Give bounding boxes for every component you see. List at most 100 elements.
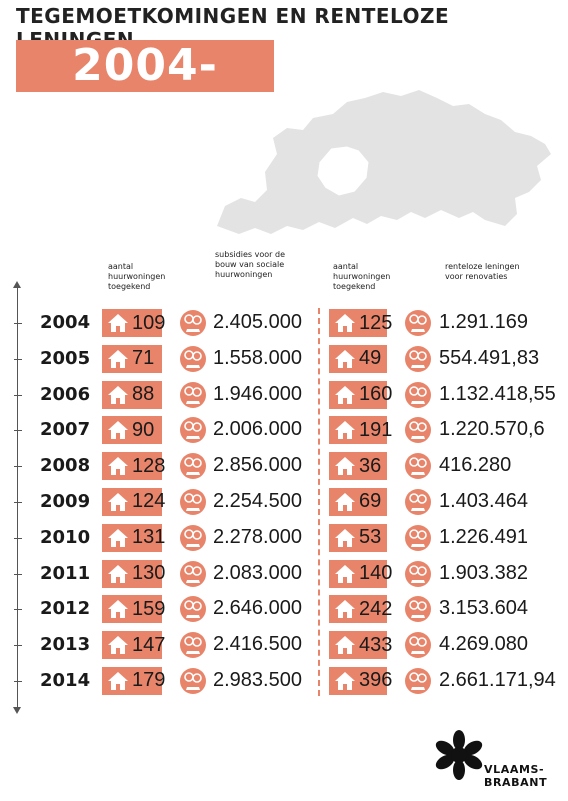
year-label: 2011 bbox=[40, 562, 91, 584]
table-row: 2012 159 2.646.000 242 3.153.604 bbox=[0, 592, 568, 628]
euro-coins-icon bbox=[180, 381, 206, 408]
house-icon bbox=[108, 492, 128, 511]
house-icon bbox=[335, 528, 355, 547]
column-header-loans: renteloze leningen voor renovaties bbox=[445, 262, 520, 281]
timeline-tick bbox=[14, 573, 22, 575]
subsidy-amount: 2.405.000 bbox=[213, 311, 302, 333]
province-map bbox=[217, 90, 551, 234]
house-icon bbox=[335, 492, 355, 511]
loan-amount: 1.220.570,6 bbox=[439, 418, 545, 441]
euro-coins-icon bbox=[405, 524, 431, 551]
euro-coins-icon bbox=[405, 667, 431, 694]
houses-granted-badge: 125 bbox=[329, 309, 392, 337]
loan-amount: 1.132.418,55 bbox=[439, 382, 556, 405]
houses-granted-badge: 90 bbox=[102, 416, 162, 445]
house-icon bbox=[108, 671, 128, 690]
euro-coins-icon bbox=[405, 596, 431, 623]
houses-granted-value: 130 bbox=[132, 562, 166, 585]
timeline-tick bbox=[14, 430, 22, 432]
euro-coins-icon bbox=[180, 524, 206, 551]
houses-granted-badge: 131 bbox=[102, 523, 166, 552]
houses-granted-badge: 128 bbox=[102, 452, 165, 481]
houses-granted-value: 147 bbox=[132, 633, 166, 656]
timeline-tick bbox=[14, 466, 22, 468]
houses-granted-value: 160 bbox=[359, 383, 393, 406]
timeline-tick bbox=[14, 680, 22, 682]
house-icon bbox=[108, 457, 128, 476]
loan-amount: 1.403.464 bbox=[439, 489, 528, 512]
table-row: 2009 124 2.254.500 69 1.403.464 bbox=[0, 485, 568, 521]
loan-amount: 3.153.604 bbox=[439, 597, 528, 620]
year-label: 2008 bbox=[40, 455, 91, 477]
subsidy-amount: 1.946.000 bbox=[213, 382, 302, 405]
house-icon bbox=[335, 314, 355, 332]
euro-coins-icon bbox=[405, 560, 431, 587]
year-label: 2013 bbox=[40, 634, 91, 656]
house-icon bbox=[335, 421, 355, 440]
houses-granted-value: 131 bbox=[132, 526, 166, 549]
subsidy-amount: 2.083.000 bbox=[213, 561, 302, 584]
house-icon bbox=[108, 528, 128, 547]
loan-amount: 416.280 bbox=[439, 454, 512, 477]
timeline-tick bbox=[14, 501, 22, 503]
table-row: 2011 130 2.083.000 140 1.903.382 bbox=[0, 557, 568, 593]
subsidy-amount: 2.278.000 bbox=[213, 525, 302, 548]
houses-granted-value: 140 bbox=[359, 562, 393, 585]
year-label: 2004 bbox=[40, 312, 91, 333]
houses-granted-badge: 71 bbox=[102, 344, 162, 373]
euro-coins-icon bbox=[180, 453, 206, 480]
year-label: 2005 bbox=[40, 347, 91, 369]
table-row: 2010 131 2.278.000 53 1.226.491 bbox=[0, 521, 568, 557]
house-icon bbox=[335, 457, 355, 476]
year-label: 2007 bbox=[40, 419, 91, 441]
houses-granted-value: 36 bbox=[359, 454, 382, 477]
houses-granted-badge: 396 bbox=[329, 666, 392, 695]
euro-coins-icon bbox=[180, 632, 206, 659]
euro-coins-icon bbox=[180, 417, 206, 444]
euro-coins-icon bbox=[405, 310, 431, 336]
houses-granted-badge: 49 bbox=[329, 344, 387, 373]
house-icon bbox=[108, 421, 128, 440]
table-row: 2006 88 1.946.000 160 1.132.418,55 bbox=[0, 378, 568, 414]
subsidy-amount: 2.006.000 bbox=[213, 418, 302, 441]
year-label: 2010 bbox=[40, 526, 91, 548]
column-header-houses-2: aantal huurwoningen toegekend bbox=[333, 262, 391, 291]
arrow-up-icon bbox=[13, 281, 21, 288]
timeline-tick bbox=[14, 394, 22, 396]
euro-coins-icon bbox=[180, 345, 206, 372]
year-label: 2006 bbox=[40, 383, 91, 405]
data-table: 2004 109 2.405.000 125 1.291.169 bbox=[0, 306, 568, 700]
subsidy-amount: 2.254.500 bbox=[213, 489, 302, 512]
loan-amount: 4.269.080 bbox=[439, 633, 528, 656]
house-icon bbox=[108, 564, 128, 583]
houses-granted-value: 71 bbox=[132, 347, 155, 370]
houses-granted-badge: 147 bbox=[102, 631, 166, 660]
house-icon bbox=[335, 385, 355, 404]
euro-coins-icon bbox=[405, 632, 431, 659]
table-row: 2005 71 1.558.000 49 554.491,83 bbox=[0, 342, 568, 378]
euro-coins-icon bbox=[180, 667, 206, 694]
houses-granted-badge: 69 bbox=[329, 487, 387, 516]
column-header-subsidies: subsidies voor de bouw van sociale huurw… bbox=[215, 250, 285, 279]
subsidy-amount: 2.416.500 bbox=[213, 633, 302, 656]
houses-granted-value: 109 bbox=[132, 311, 166, 334]
timeline-tick bbox=[14, 645, 22, 647]
timeline-tick bbox=[14, 609, 22, 611]
year-label: 2014 bbox=[40, 669, 91, 691]
house-icon bbox=[108, 600, 128, 619]
euro-coins-icon bbox=[180, 310, 206, 336]
timeline-axis bbox=[17, 286, 18, 710]
houses-granted-badge: 433 bbox=[329, 631, 392, 660]
houses-granted-value: 433 bbox=[359, 633, 393, 656]
subsidy-amount: 1.558.000 bbox=[213, 346, 302, 369]
year-label: 2009 bbox=[40, 490, 91, 512]
houses-granted-value: 49 bbox=[359, 347, 382, 370]
timeline-tick bbox=[14, 323, 22, 324]
houses-granted-badge: 140 bbox=[329, 559, 392, 588]
houses-granted-badge: 179 bbox=[102, 666, 165, 695]
houses-granted-badge: 159 bbox=[102, 595, 165, 624]
table-row: 2008 128 2.856.000 36 416.280 bbox=[0, 449, 568, 485]
houses-granted-badge: 36 bbox=[329, 452, 387, 481]
houses-granted-badge: 88 bbox=[102, 380, 162, 409]
timeline-tick bbox=[14, 358, 22, 360]
